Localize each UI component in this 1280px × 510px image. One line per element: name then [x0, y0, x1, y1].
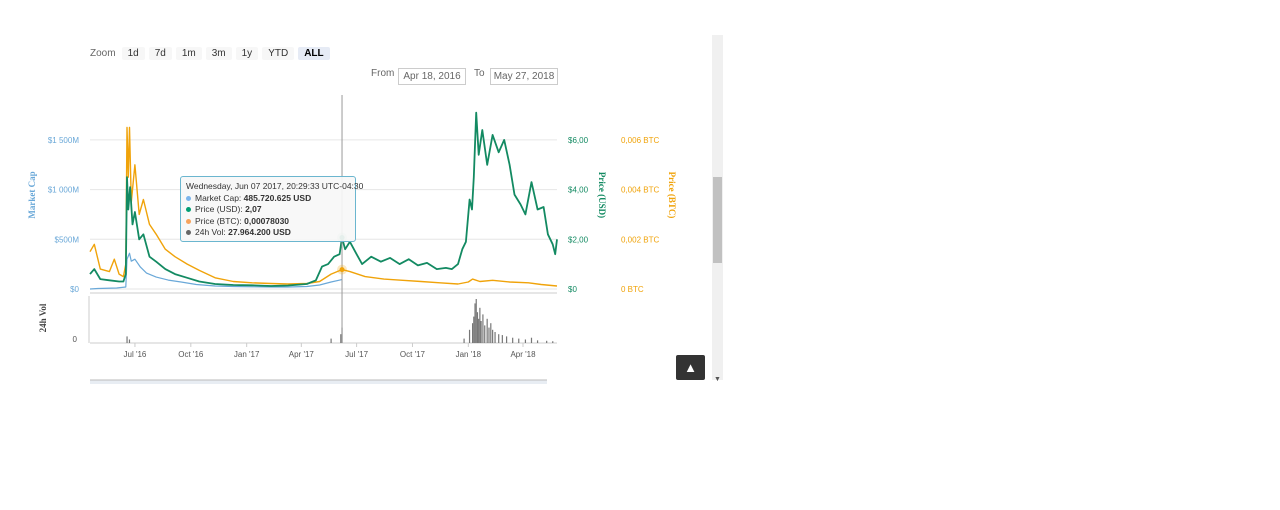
scroll-to-top-button[interactable]: ▲ [676, 355, 705, 380]
y-left-axis-title: Market Cap [27, 171, 37, 218]
volume-bar [480, 321, 482, 343]
tooltip-row-label: 24h Vol: [195, 227, 229, 237]
y-btc-tick-label: 0,004 BTC [621, 186, 659, 195]
series-dot-icon [186, 230, 191, 236]
volume-bar [486, 318, 488, 343]
tooltip-row: Price (USD): 2,07 [186, 204, 350, 216]
zoom-button-1d[interactable]: 1d [121, 46, 145, 60]
price-usd-line [89, 111, 558, 287]
volume-bar [518, 338, 520, 343]
tooltip-row: Market Cap: 485.720.625 USD [186, 193, 350, 205]
tooltip-row-label: Market Cap: [195, 192, 244, 203]
y-left-tick-label: $1 000M [48, 186, 79, 195]
zoom-bar: Zoom 1d 7d 1m 3m 1y YTD ALL [90, 45, 334, 61]
x-tick-label: Apr '17 [289, 350, 315, 359]
range-from-label: From [371, 68, 395, 79]
zoom-button-3m[interactable]: 3m [205, 46, 232, 60]
scroll-down-arrow-icon[interactable]: ▼ [714, 376, 721, 383]
zoom-label: Zoom [90, 47, 116, 59]
y-left-tick-label: $500M [55, 235, 80, 244]
volume-bar [482, 314, 484, 343]
tooltip-row-value: 27.964.200 USD [228, 227, 291, 237]
price-chart[interactable]: $0 $500M $1 000M $1 500M $0 $2,00 $4,00 $6,00 0 … [0, 0, 712, 390]
y-btc-tick-label: 0 BTC [621, 285, 644, 294]
volume-bar [552, 341, 554, 343]
volume-bar [512, 337, 514, 343]
volume-bar [474, 303, 476, 343]
y-btc-axis-title: Price (BTC) [667, 172, 677, 219]
y-btc-tick-label: 0,002 BTC [621, 235, 659, 244]
page-scrollbar[interactable] [712, 35, 723, 380]
volume-bar [471, 323, 474, 343]
volume-bar [463, 338, 465, 343]
volume-bar [501, 335, 503, 343]
volume-bar [490, 323, 492, 343]
volume-tick-label: 0 [73, 335, 78, 344]
volume-bar [488, 327, 490, 343]
volume-bar [536, 340, 539, 343]
tooltip-row: 24h Vol: 27.964.200 USD [186, 227, 350, 239]
volume-bar [546, 340, 548, 343]
volume-axis-title: 24h Vol [38, 303, 48, 332]
tooltip-row: Price (BTC): 0,00078030 [186, 216, 350, 228]
volume-bar [478, 318, 480, 343]
tooltip-row-value: 485.720.625 USD [243, 192, 312, 203]
zoom-button-7d[interactable]: 7d [148, 46, 172, 60]
volume-bar [126, 336, 128, 343]
volume-bar [479, 307, 481, 343]
volume-bar [492, 329, 494, 343]
x-tick-label: Oct '16 [178, 350, 204, 359]
scrollbar-thumb[interactable] [713, 177, 722, 263]
volume-bar [494, 332, 496, 343]
volume-bar [476, 312, 479, 343]
y-btc-tick-label: 0,006 BTC [621, 136, 659, 145]
volume-bar [128, 339, 131, 343]
zoom-button-all[interactable]: ALL [298, 46, 330, 60]
y-usd-tick-label: $4,00 [568, 186, 589, 195]
tooltip-row-label: Price (USD): [195, 204, 246, 214]
volume-bar [340, 334, 342, 343]
series-dot-icon [186, 195, 191, 201]
x-tick-label: Jan '17 [234, 350, 260, 359]
tooltip-row-value: 0,00078030 [244, 215, 290, 226]
zoom-button-1y[interactable]: 1y [235, 46, 259, 60]
volume-bar [505, 336, 508, 343]
x-tick-label: Jul '16 [124, 350, 147, 359]
range-from-input[interactable]: Apr 18, 2016 [398, 68, 466, 85]
volume-bar [330, 338, 332, 343]
range-to-label: To [474, 68, 485, 79]
y-usd-tick-label: $0 [568, 285, 577, 294]
volume-bar [530, 337, 533, 343]
tooltip-row-value: 2,07 [245, 204, 262, 214]
zoom-buttons: 1d 7d 1m 3m 1y YTD ALL [121, 46, 334, 60]
y-left-tick-label: $0 [70, 285, 79, 294]
volume-bar [475, 299, 477, 343]
x-tick-label: Jul '17 [345, 350, 368, 359]
volume-bar [468, 329, 471, 343]
y-usd-tick-label: $6,00 [568, 136, 589, 145]
navigator-strip [90, 380, 547, 384]
y-usd-tick-label: $2,00 [568, 235, 589, 244]
y-usd-axis-title: Price (USD) [597, 172, 607, 218]
tooltip-date: Wednesday, Jun 07 2017, 20:29:33 UTC-04:… [186, 181, 364, 191]
x-tick-label: Apr '18 [510, 350, 536, 359]
volume-bar [473, 316, 475, 343]
chevron-up-icon: ▲ [684, 360, 697, 375]
series-dot-icon [186, 218, 191, 224]
series-dot-icon [186, 207, 191, 213]
volume-bar [524, 339, 527, 343]
tooltip-rows: Market Cap: 485.720.625 USD Price (USD): … [186, 193, 350, 239]
x-tick-label: Oct '17 [400, 350, 426, 359]
tooltip-row-label: Price (BTC): [195, 215, 245, 226]
range-to-input[interactable]: May 27, 2018 [490, 68, 558, 85]
zoom-button-ytd[interactable]: YTD [262, 46, 295, 60]
zoom-button-1m[interactable]: 1m [175, 46, 202, 60]
btc-hover-marker [339, 267, 345, 273]
chart-tooltip: Wednesday, Jun 07 2017, 20:29:33 UTC-04:… [180, 176, 364, 242]
y-left-tick-label: $1 500M [48, 136, 79, 145]
x-tick-label: Jan '18 [456, 350, 482, 359]
volume-bar [498, 334, 500, 343]
volume-bar [484, 325, 486, 343]
